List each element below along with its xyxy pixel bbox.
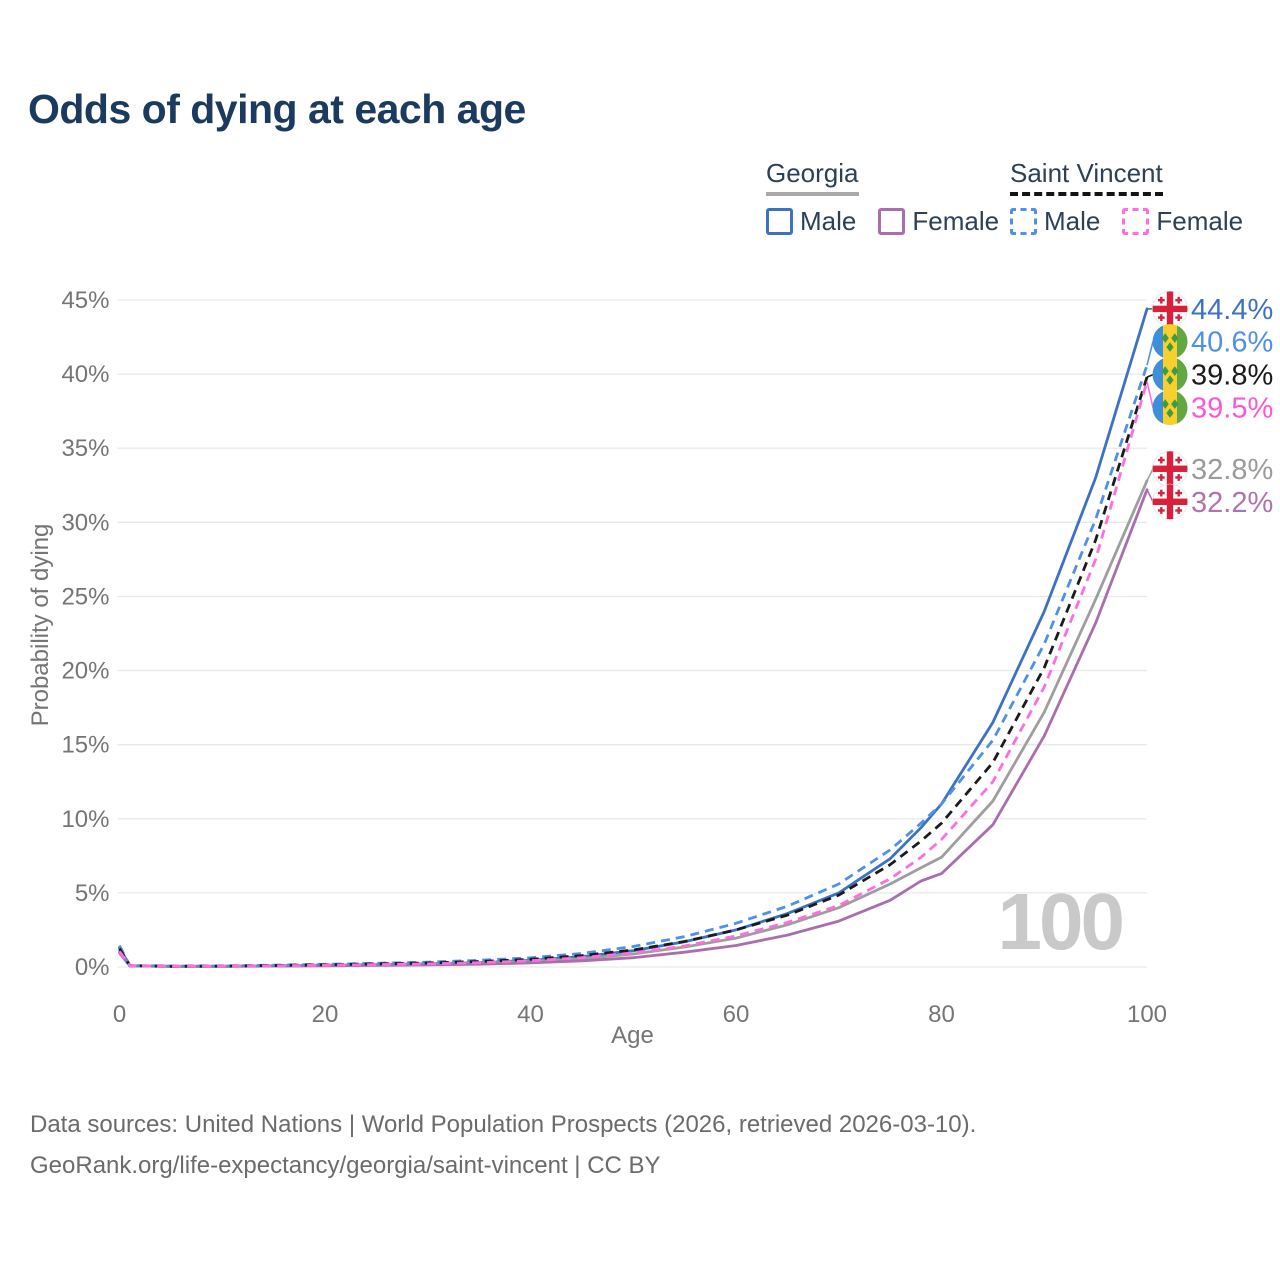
legend-swatch-georgia-male: [766, 208, 793, 235]
flag-icon-saint-vincent: [1152, 324, 1188, 360]
end-value-label-georgia-total: 32.8%: [1191, 454, 1273, 486]
flag-stripe-blue: [1152, 324, 1163, 360]
flag-icon-georgia: [1152, 290, 1188, 327]
legend-group-georgia: Georgia Male Female: [766, 158, 1021, 237]
legend-group-saint-vincent: Saint Vincent Male Female: [1010, 158, 1265, 237]
y-tick-label: 15%: [61, 732, 109, 759]
end-value-label-georgia-female: 32.2%: [1191, 487, 1273, 519]
x-tick-label: 60: [723, 1001, 750, 1028]
flag-stripe-green: [1177, 390, 1188, 426]
end-value-label-georgia-male: 44.4%: [1191, 294, 1273, 326]
flag-small-cross: [1160, 489, 1163, 497]
legend-item-georgia-female[interactable]: Female: [878, 206, 999, 237]
y-tick-label: 25%: [61, 583, 109, 610]
x-tick-label: 40: [517, 1001, 544, 1028]
x-tick-label: 20: [312, 1001, 339, 1028]
hover-age-indicator: 100: [997, 877, 1125, 966]
y-tick-label: 20%: [61, 658, 109, 685]
legend-label-saint-vincent-male: Male: [1044, 206, 1101, 236]
flag-small-cross: [1177, 314, 1180, 321]
flag-crosses: [1152, 484, 1188, 520]
label-connector: [1146, 373, 1154, 378]
page-title: Odds of dying at each age: [28, 86, 526, 132]
label-connector: [1146, 489, 1154, 503]
y-tick-label: 0%: [75, 954, 110, 981]
flag-cross-h: [1152, 498, 1188, 505]
y-tick-label: 35%: [61, 435, 109, 462]
flag-stripes: [1152, 357, 1188, 393]
label-connector: [1146, 341, 1154, 366]
footer-attribution: GeoRank.org/life-expectancy/georgia/sain…: [30, 1152, 661, 1179]
flag-stripe-green: [1177, 357, 1188, 393]
flag-icon-georgia: [1152, 483, 1188, 520]
flag-stripe-yellow: [1163, 324, 1177, 360]
flag-small-cross: [1177, 296, 1180, 304]
y-axis-title: Probability of dying: [27, 523, 54, 727]
flag-cross-h: [1152, 305, 1188, 313]
legend-swatch-georgia-female: [878, 208, 906, 235]
end-value-label-saint-vincent-female: 39.5%: [1191, 393, 1273, 425]
legend-header-georgia: Georgia: [766, 158, 859, 196]
flag-icon-saint-vincent: [1152, 390, 1188, 426]
legend-item-georgia-male[interactable]: Male: [766, 206, 856, 237]
flag-small-cross: [1160, 507, 1163, 514]
label-connector: [1146, 381, 1154, 408]
y-tick-label: 30%: [61, 509, 109, 536]
flag-small-cross: [1177, 507, 1180, 514]
legend-label-georgia-male: Male: [800, 206, 857, 236]
y-tick-label: 10%: [61, 806, 109, 833]
flag-stripe-green: [1177, 324, 1188, 360]
flag-stripes: [1152, 324, 1188, 360]
y-tick-label: 5%: [75, 880, 110, 907]
flag-stripe-blue: [1152, 390, 1163, 426]
end-value-label-saint-vincent-male: 40.6%: [1191, 327, 1273, 359]
flag-small-cross: [1160, 296, 1163, 304]
label-connector: [1146, 468, 1154, 482]
legend-item-saint-vincent-female[interactable]: Female: [1122, 206, 1243, 237]
x-tick-label: 0: [113, 1001, 126, 1028]
flag-stripe-blue: [1152, 357, 1163, 393]
series-line-georgia-female[interactable]: [118, 488, 1149, 968]
legend-swatch-saint-vincent-male: [1010, 208, 1037, 235]
footer: Data sources: United Nations | World Pop…: [30, 1104, 976, 1186]
x-tick-label: 80: [928, 1001, 955, 1028]
flag-small-cross: [1160, 314, 1163, 321]
flag-crosses: [1152, 291, 1188, 327]
y-tick-label: 45%: [61, 287, 109, 314]
flag-stripe-yellow: [1163, 390, 1177, 426]
legend-swatch-saint-vincent-female: [1122, 208, 1150, 235]
flag-stripes: [1152, 390, 1188, 426]
flag-crosses: [1152, 451, 1188, 487]
x-tick-label: 100: [1127, 1001, 1167, 1028]
flag-small-cross: [1177, 489, 1180, 497]
series-line-saint-vincent-total[interactable]: [118, 376, 1149, 968]
end-value-label-saint-vincent-total: 39.8%: [1191, 360, 1273, 392]
legend-header-saint-vincent: Saint Vincent: [1010, 158, 1163, 196]
series-line-georgia-male[interactable]: [118, 307, 1149, 968]
flag-stripe-yellow: [1163, 357, 1177, 393]
flag-small-cross: [1177, 456, 1180, 464]
series-line-saint-vincent-male[interactable]: [118, 364, 1149, 968]
flag-small-cross: [1177, 474, 1180, 481]
flag-icon-georgia: [1152, 450, 1188, 487]
x-axis-title: Age: [611, 1022, 654, 1049]
flag-small-cross: [1160, 456, 1163, 464]
flag-cross-h: [1152, 465, 1188, 472]
flag-icon-saint-vincent: [1152, 357, 1188, 393]
legend-label-saint-vincent-female: Female: [1156, 206, 1244, 236]
legend-label-georgia-female: Female: [912, 206, 1000, 236]
y-tick-label: 40%: [61, 361, 109, 388]
legend-item-saint-vincent-male[interactable]: Male: [1010, 206, 1100, 237]
flag-small-cross: [1160, 474, 1163, 481]
footer-data-sources: Data sources: United Nations | World Pop…: [30, 1111, 977, 1138]
